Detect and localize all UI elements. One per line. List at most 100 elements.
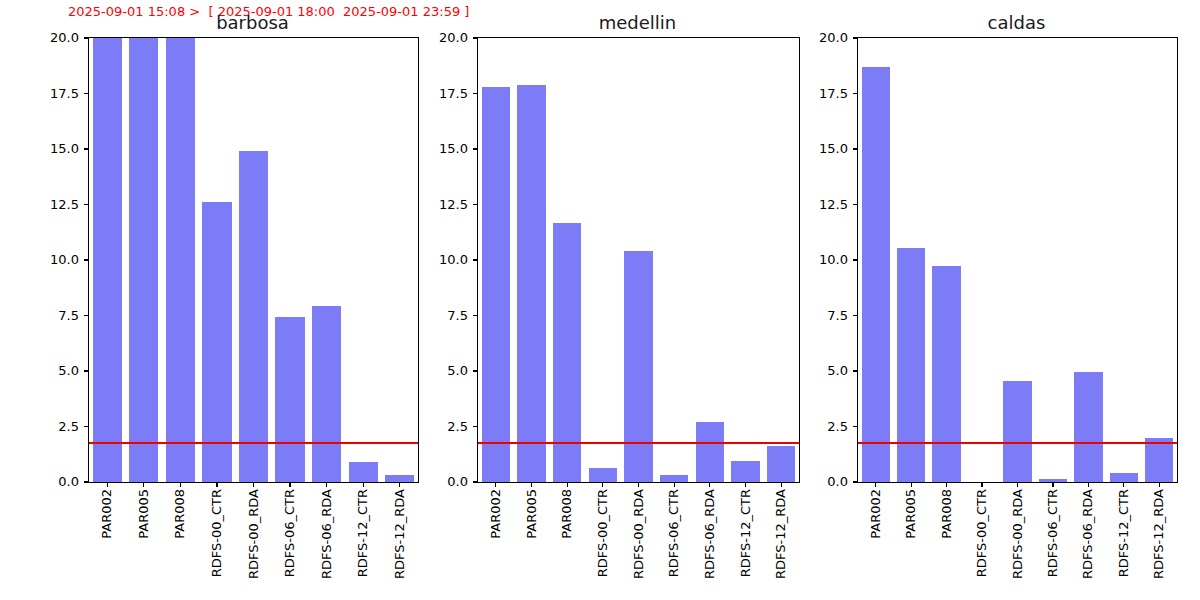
y-tick-mark <box>84 315 89 316</box>
y-tick-label: 20.0 <box>424 30 468 46</box>
y-tick-label: 15.0 <box>804 141 848 157</box>
y-tick-label: 17.5 <box>804 86 848 102</box>
bar-RDFS-00_CTR <box>202 202 231 482</box>
bar-RDFS-12_RDA <box>385 475 414 482</box>
bar-RDFS-00_RDA <box>1003 381 1031 482</box>
y-tick-label: 5.0 <box>35 363 79 379</box>
y-tick-mark <box>473 481 478 482</box>
y-tick-label: 2.5 <box>424 419 468 435</box>
y-tick-label: 7.5 <box>35 308 79 324</box>
y-tick-label: 7.5 <box>804 308 848 324</box>
bar-RDFS-12_RDA <box>767 446 796 482</box>
bar-RDFS-12_CTR <box>731 461 760 482</box>
y-tick-label: 12.5 <box>804 197 848 213</box>
y-tick-mark <box>473 315 478 316</box>
chart-title-caldas: caldas <box>857 12 1176 37</box>
x-tick-mark <box>946 482 947 487</box>
y-tick-mark <box>853 37 858 38</box>
y-tick-mark <box>853 148 858 149</box>
y-tick-mark <box>473 370 478 371</box>
y-tick-mark <box>84 93 89 94</box>
bar-PAR005 <box>517 85 546 482</box>
y-tick-label: 0.0 <box>804 474 848 490</box>
x-tick-mark <box>1052 482 1053 487</box>
x-tick-mark <box>495 482 496 487</box>
y-tick-mark <box>473 204 478 205</box>
y-tick-mark <box>473 148 478 149</box>
y-tick-mark <box>84 370 89 371</box>
y-tick-mark <box>473 259 478 260</box>
x-tick-mark <box>180 482 181 487</box>
x-tick-mark <box>1088 482 1089 487</box>
x-tick-mark <box>981 482 982 487</box>
bar-RDFS-06_RDA <box>312 306 341 482</box>
y-tick-mark <box>84 426 89 427</box>
y-tick-label: 12.5 <box>35 197 79 213</box>
y-tick-mark <box>853 426 858 427</box>
threshold-line <box>89 442 418 444</box>
chart-title-medellin: medellin <box>477 12 798 37</box>
bar-PAR008 <box>166 38 195 482</box>
y-tick-label: 10.0 <box>35 252 79 268</box>
x-tick-mark <box>326 482 327 487</box>
y-tick-mark <box>853 259 858 260</box>
x-tick-mark <box>674 482 675 487</box>
bar-RDFS-12_CTR <box>349 462 378 482</box>
x-tick-mark <box>289 482 290 487</box>
bar-RDFS-00_RDA <box>624 251 653 482</box>
y-tick-label: 2.5 <box>804 419 848 435</box>
x-tick-mark <box>216 482 217 487</box>
x-tick-mark <box>1017 482 1018 487</box>
x-tick-mark <box>875 482 876 487</box>
chart-barbosa: barbosa 0.02.55.07.510.012.515.017.520.0… <box>40 12 419 483</box>
y-tick-label: 17.5 <box>35 86 79 102</box>
threshold-line <box>858 442 1177 444</box>
bar-PAR008 <box>932 266 960 482</box>
y-tick-mark <box>853 315 858 316</box>
y-tick-mark <box>84 204 89 205</box>
bar-RDFS-06_CTR <box>275 317 304 482</box>
bar-RDFS-06_CTR <box>660 475 689 482</box>
y-tick-label: 15.0 <box>424 141 468 157</box>
x-tick-mark <box>638 482 639 487</box>
x-tick-mark <box>253 482 254 487</box>
y-tick-label: 20.0 <box>35 30 79 46</box>
x-tick-mark <box>143 482 144 487</box>
bar-RDFS-12_CTR <box>1110 473 1138 482</box>
bar-RDFS-06_RDA <box>696 422 725 482</box>
threshold-line <box>478 442 799 444</box>
y-tick-label: 17.5 <box>424 86 468 102</box>
y-tick-label: 10.0 <box>424 252 468 268</box>
y-tick-label: 20.0 <box>804 30 848 46</box>
bar-PAR005 <box>897 248 925 482</box>
x-tick-mark <box>107 482 108 487</box>
y-tick-label: 12.5 <box>424 197 468 213</box>
bar-PAR002 <box>862 67 890 482</box>
y-tick-mark <box>84 259 89 260</box>
y-tick-mark <box>84 481 89 482</box>
chart-caldas: caldas 0.02.55.07.510.012.515.017.520.0P… <box>809 12 1178 483</box>
y-tick-mark <box>84 148 89 149</box>
y-tick-mark <box>853 93 858 94</box>
y-tick-label: 15.0 <box>35 141 79 157</box>
y-tick-label: 5.0 <box>424 363 468 379</box>
x-tick-mark <box>399 482 400 487</box>
y-tick-mark <box>853 370 858 371</box>
y-tick-mark <box>473 93 478 94</box>
y-tick-label: 5.0 <box>804 363 848 379</box>
plot-area-barbosa: 0.02.55.07.510.012.515.017.520.0PAR002PA… <box>88 37 419 483</box>
y-tick-label: 7.5 <box>424 308 468 324</box>
y-tick-label: 0.0 <box>35 474 79 490</box>
y-tick-mark <box>473 37 478 38</box>
y-tick-label: 2.5 <box>35 419 79 435</box>
x-tick-mark <box>709 482 710 487</box>
x-tick-mark <box>1123 482 1124 487</box>
chart-title-barbosa: barbosa <box>88 12 417 37</box>
chart-medellin: medellin 0.02.55.07.510.012.515.017.520.… <box>429 12 800 483</box>
x-tick-mark <box>363 482 364 487</box>
y-tick-mark <box>853 204 858 205</box>
bar-PAR002 <box>93 38 122 482</box>
x-tick-mark <box>745 482 746 487</box>
plot-area-medellin: 0.02.55.07.510.012.515.017.520.0PAR002PA… <box>477 37 800 483</box>
x-tick-mark <box>567 482 568 487</box>
